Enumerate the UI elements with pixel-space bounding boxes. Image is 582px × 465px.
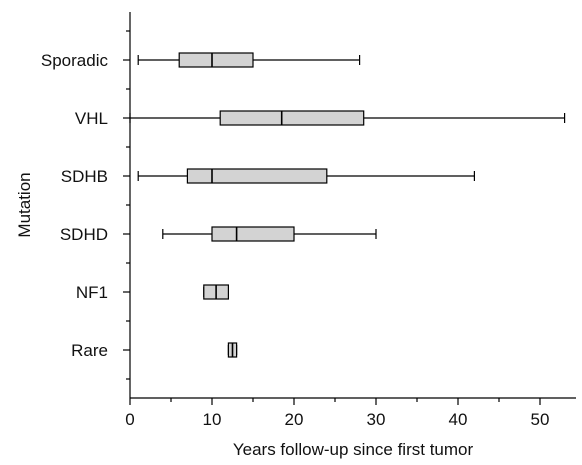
y-tick-label: Sporadic xyxy=(41,51,109,70)
y-tick-label: NF1 xyxy=(76,283,108,302)
box-rare xyxy=(227,342,238,358)
x-tick-label: 10 xyxy=(203,410,222,429)
box-sdhb xyxy=(137,168,475,184)
boxes xyxy=(129,52,566,358)
box-sdhd xyxy=(162,226,377,242)
iqr-box xyxy=(211,226,295,242)
x-tick-label: 50 xyxy=(531,410,550,429)
iqr-box xyxy=(186,168,328,184)
x-tick-label: 40 xyxy=(449,410,468,429)
y-tick-label: VHL xyxy=(75,109,108,128)
y-tick-label: Rare xyxy=(71,341,108,360)
x-tick-label: 30 xyxy=(367,410,386,429)
x-tick-label: 20 xyxy=(285,410,304,429)
y-tick-label: SDHB xyxy=(61,167,108,186)
x-tick-label: 0 xyxy=(125,410,134,429)
x-axis-title: Years follow-up since first tumor xyxy=(233,440,474,459)
box-nf1 xyxy=(203,284,230,300)
box-vhl xyxy=(129,110,566,126)
y-ticks: Sporadic VHL SDHB SDHD NF1 Rare xyxy=(41,30,130,380)
y-tick-label: SDHD xyxy=(60,225,108,244)
iqr-box xyxy=(178,52,254,68)
y-axis-title: Mutation xyxy=(15,172,34,237)
iqr-box xyxy=(219,110,365,126)
x-ticks: 0 10 20 30 40 50 xyxy=(125,398,549,429)
box-sporadic xyxy=(137,52,361,68)
